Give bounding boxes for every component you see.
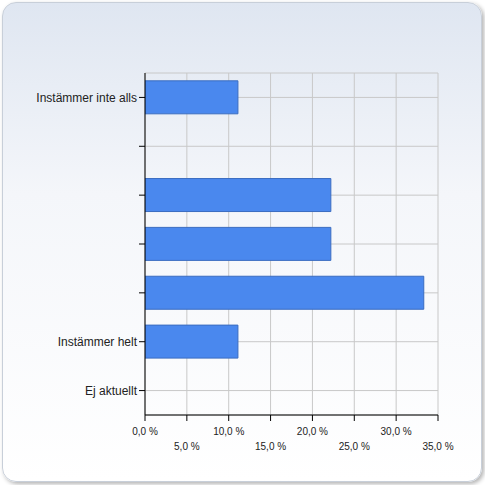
- svg-text:30,0 %: 30,0 %: [381, 426, 412, 437]
- svg-text:20,0 %: 20,0 %: [297, 426, 328, 437]
- svg-text:Instämmer inte alls: Instämmer inte alls: [36, 91, 137, 105]
- svg-text:15,0 %: 15,0 %: [255, 441, 286, 452]
- svg-text:35,0 %: 35,0 %: [422, 441, 453, 452]
- svg-text:5,0 %: 5,0 %: [174, 441, 200, 452]
- svg-text:25,0 %: 25,0 %: [339, 441, 370, 452]
- svg-text:0,0 %: 0,0 %: [132, 426, 158, 437]
- svg-text:10,0 %: 10,0 %: [213, 426, 244, 437]
- svg-text:Instämmer helt: Instämmer helt: [58, 335, 138, 349]
- svg-text:Ej aktuellt: Ej aktuellt: [85, 384, 138, 398]
